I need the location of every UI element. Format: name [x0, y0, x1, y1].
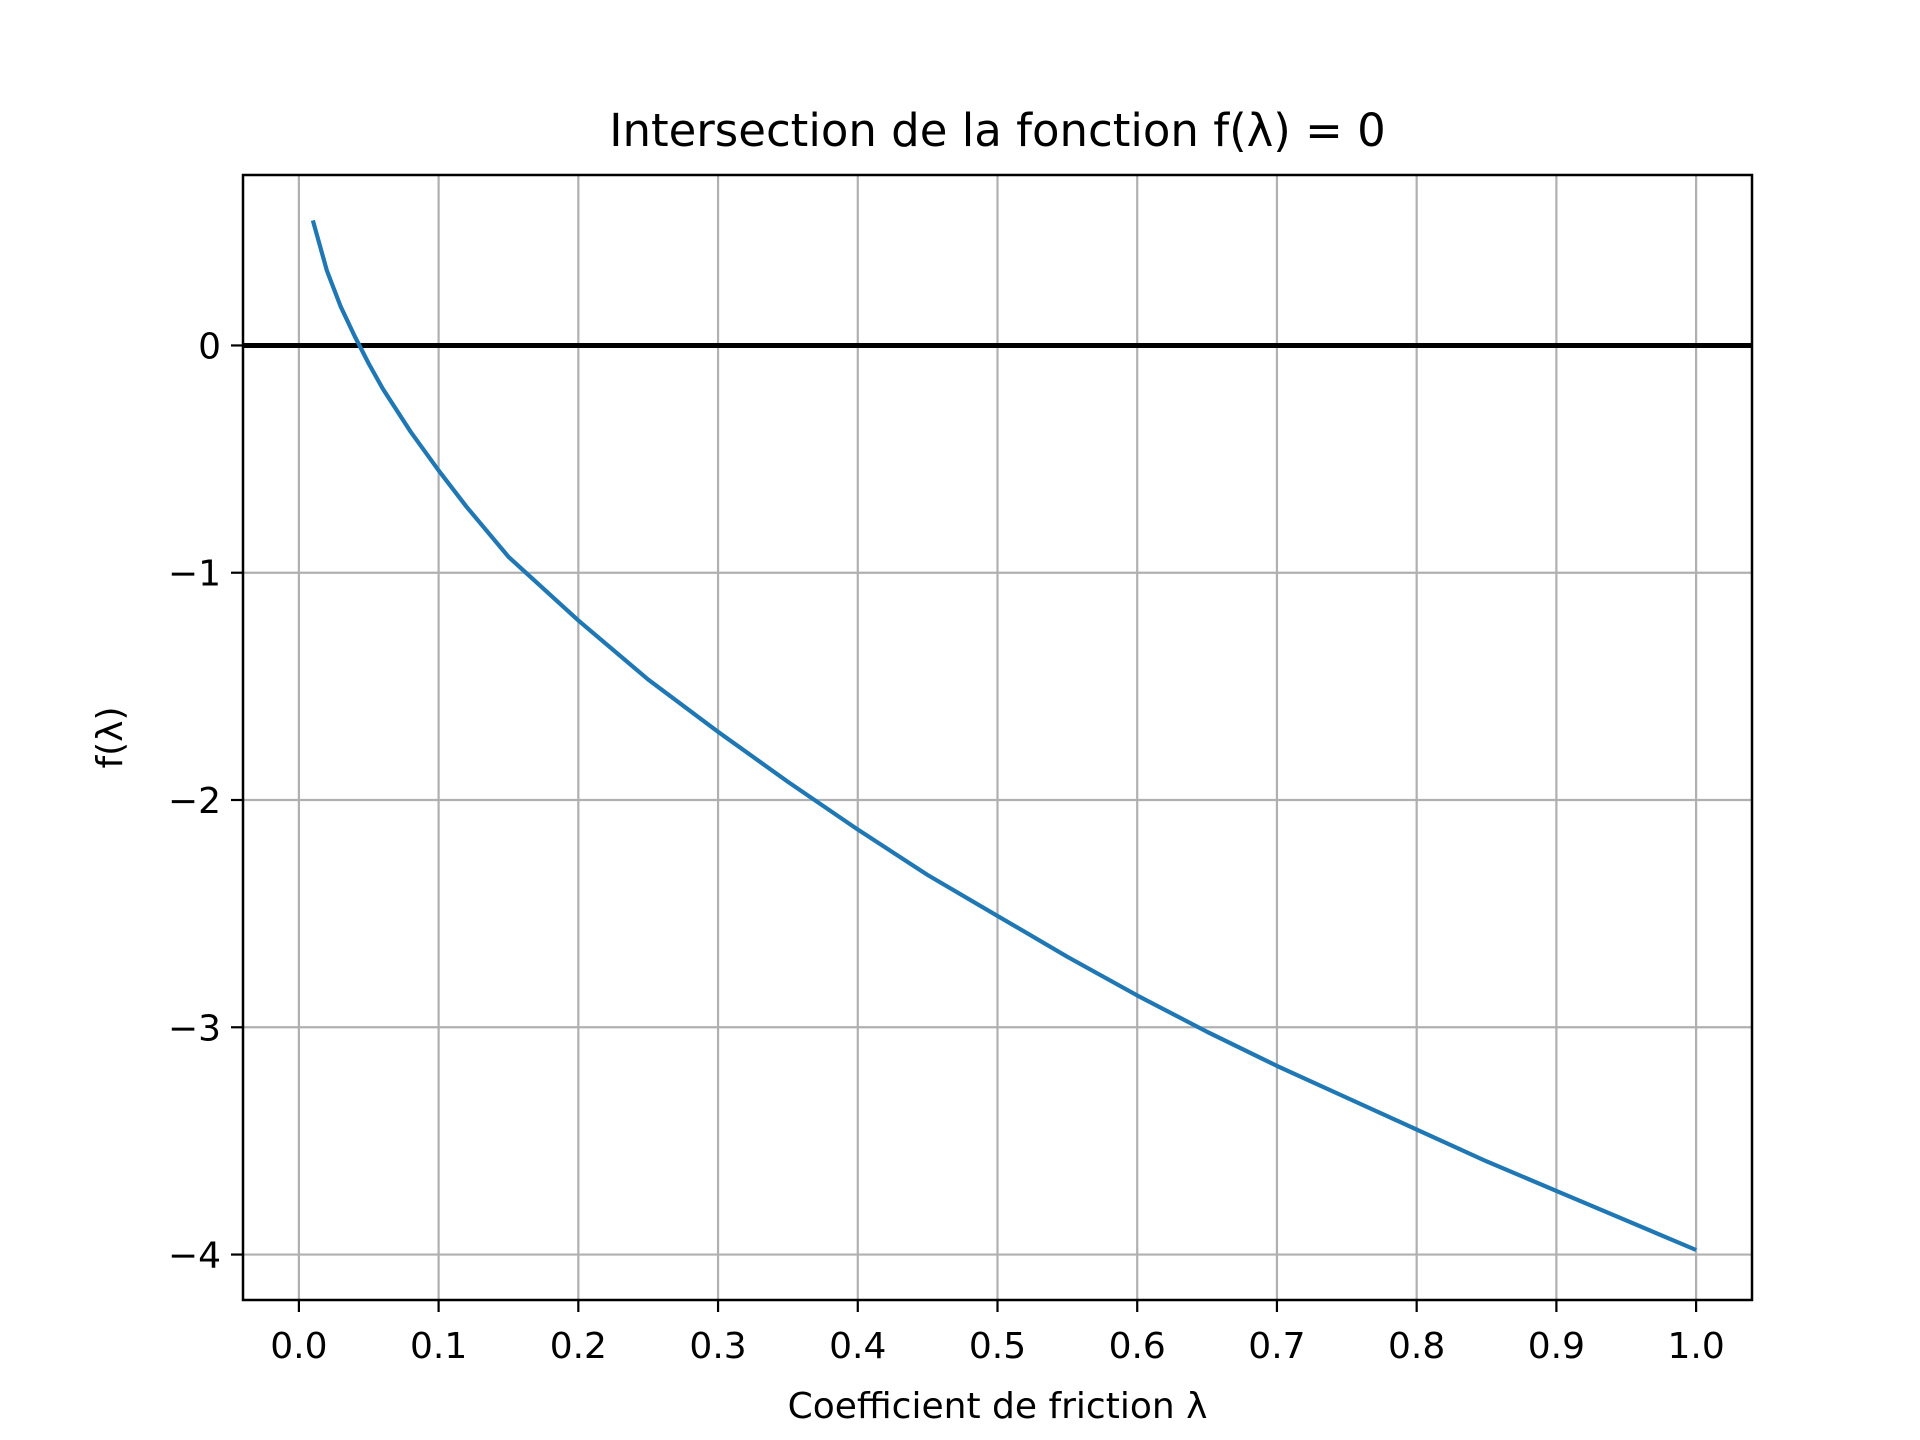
x-tick-label: 0.6 [1109, 1326, 1166, 1367]
y-axis-label: f(λ) [90, 706, 131, 768]
y-tick-label: −4 [168, 1236, 221, 1277]
y-tick-label: −1 [168, 554, 221, 595]
y-tick-label: 0 [198, 326, 221, 367]
x-tick-label: 0.8 [1388, 1326, 1445, 1367]
x-tick-label: 0.1 [410, 1326, 467, 1367]
chart-title: Intersection de la fonction f(λ) = 0 [609, 104, 1386, 157]
x-tick-label: 0.9 [1528, 1326, 1585, 1367]
series-line [310, 219, 1697, 1252]
x-tick-label: 0.4 [829, 1326, 886, 1367]
x-tick-label: 0.5 [969, 1326, 1026, 1367]
x-tick-label: 0.2 [550, 1326, 607, 1367]
x-axis-label: Coefficient de friction λ [788, 1386, 1208, 1427]
series-group [310, 219, 1697, 1252]
y-tick-label: −3 [168, 1008, 221, 1049]
grid [243, 175, 1752, 1300]
x-tick-label: 0.7 [1248, 1326, 1305, 1367]
x-tick-label: 0.3 [689, 1326, 746, 1367]
y-axis-ticks: 0 −1 −2 −3 −4 [168, 326, 243, 1277]
x-tick-label: 0.0 [270, 1326, 327, 1367]
y-tick-label: −2 [168, 781, 221, 822]
x-axis-ticks: 0.0 0.1 0.2 0.3 0.4 0.5 0.6 0.7 0.8 0.9 1.0 [270, 1300, 1725, 1367]
x-tick-label: 1.0 [1667, 1326, 1724, 1367]
